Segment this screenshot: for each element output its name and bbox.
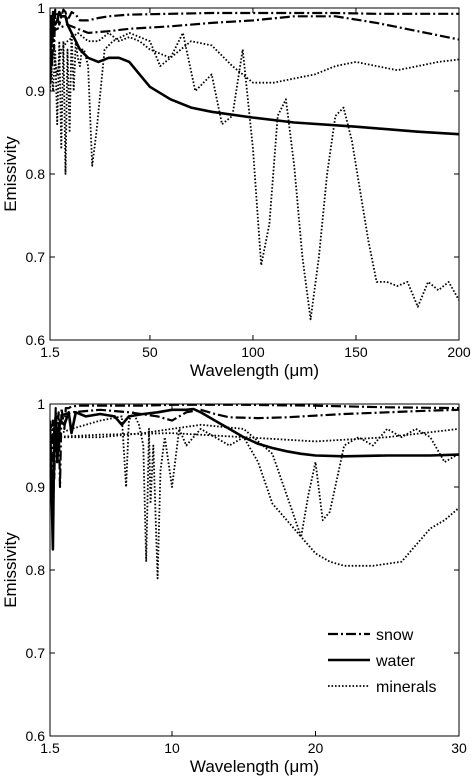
series-line-solid-2 bbox=[50, 10, 459, 136]
y-axis-label: Emissivity bbox=[1, 532, 20, 608]
x-tick-label: 10 bbox=[164, 740, 180, 756]
x-tick-label: 200 bbox=[447, 344, 471, 360]
x-axis-label: Wavelength (μm) bbox=[190, 757, 319, 776]
y-tick-label: 0.6 bbox=[26, 332, 46, 348]
y-tick-label: 0.9 bbox=[26, 479, 46, 495]
y-tick-label: 0.7 bbox=[26, 249, 46, 265]
series-line-dotted-4 bbox=[50, 32, 459, 92]
y-tick-label: 0.8 bbox=[26, 562, 46, 578]
y-tick-label: 1 bbox=[37, 396, 45, 412]
chart-top: 1.5 50 100 150 200 0.6 0.7 0.8 0.9 1 Wavelength (μ… bbox=[1, 0, 471, 380]
y-tick-label: 0.7 bbox=[26, 645, 46, 661]
y-axis-label: Emissivity bbox=[1, 136, 20, 212]
x-tick-label: 100 bbox=[241, 344, 265, 360]
y-tick-label: 0.9 bbox=[26, 83, 46, 99]
y-tick-label: 0.6 bbox=[26, 728, 46, 744]
series-line-dotted-5 bbox=[50, 428, 459, 443]
x-tick-label: 150 bbox=[344, 344, 368, 360]
chart-bottom: 1.5 10 20 30 0.6 0.7 0.8 0.9 1 Wavelength (μm) Emi… bbox=[1, 396, 467, 776]
series-line-minerals bbox=[50, 411, 459, 580]
series-line-water bbox=[50, 407, 459, 551]
x-tick-label: 30 bbox=[451, 740, 467, 756]
y-tick-label: 0.8 bbox=[26, 166, 46, 182]
series-line-dotted-4 bbox=[50, 423, 459, 567]
series-line-dashdot-1 bbox=[50, 15, 459, 41]
legend-label-minerals: minerals bbox=[376, 679, 436, 696]
x-tick-label: 1.5 bbox=[40, 740, 60, 756]
x-axis-label: Wavelength (μm) bbox=[190, 361, 319, 380]
series-line-dotted-3 bbox=[50, 32, 459, 321]
series-group bbox=[50, 404, 459, 580]
series-line-dashdot-1 bbox=[50, 408, 459, 430]
y-tick-label: 1 bbox=[37, 0, 45, 16]
x-tick-label: 50 bbox=[142, 344, 158, 360]
legend-label-snow: snow bbox=[376, 627, 414, 644]
x-tick-label: 20 bbox=[308, 740, 324, 756]
x-tick-label: 1.5 bbox=[40, 344, 60, 360]
series-group bbox=[50, 8, 459, 321]
legend: snow water minerals bbox=[328, 627, 436, 696]
legend-label-water: water bbox=[375, 653, 416, 670]
